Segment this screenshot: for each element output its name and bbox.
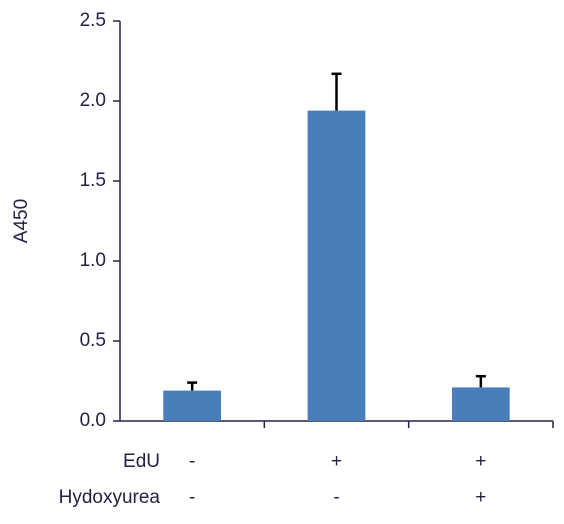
bar <box>163 390 222 421</box>
y-tick-label: 1.5 <box>80 170 106 191</box>
y-tick-label: 2.5 <box>80 10 106 31</box>
y-axis-label: A450 <box>11 199 32 243</box>
bar <box>307 110 366 421</box>
x-tick-label: + <box>331 451 342 472</box>
y-tick-label: 1.0 <box>80 250 106 271</box>
y-tick-label: 2.0 <box>80 90 106 111</box>
bar <box>451 387 510 421</box>
x-tick-label: + <box>475 451 486 472</box>
x-tick-label: - <box>333 487 339 508</box>
x-tick-label: - <box>189 451 195 472</box>
row-label: EdU <box>123 451 160 472</box>
y-tick-label: 0.0 <box>80 410 106 431</box>
y-tick-label: 0.5 <box>80 330 106 351</box>
x-tick-label: + <box>475 487 486 508</box>
row-label: Hydoxyurea <box>59 487 161 508</box>
x-tick-label: - <box>189 487 195 508</box>
